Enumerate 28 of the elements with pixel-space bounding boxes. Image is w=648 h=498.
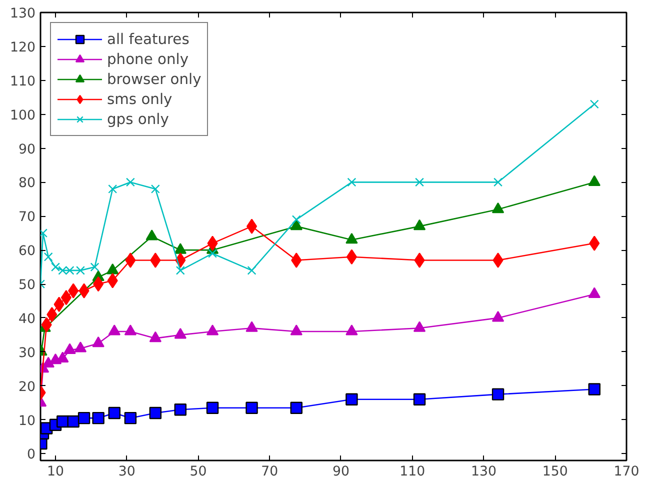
x-tick-label: 130 bbox=[471, 464, 496, 480]
legend-label: all features bbox=[107, 30, 190, 48]
y-tick-label: 80 bbox=[18, 176, 36, 192]
x-tick-label: 70 bbox=[261, 464, 278, 480]
x-tick-label: 150 bbox=[542, 464, 568, 480]
y-tick-label: 130 bbox=[10, 6, 36, 22]
y-tick-label: 110 bbox=[10, 74, 36, 90]
y-tick-label: 60 bbox=[18, 244, 36, 260]
legend-label: gps only bbox=[107, 110, 169, 128]
legend-label: phone only bbox=[107, 50, 189, 68]
y-tick-label: 100 bbox=[10, 108, 36, 124]
x-tick-label: 10 bbox=[47, 464, 64, 480]
x-tick-label: 110 bbox=[400, 464, 426, 480]
y-tick-label: 120 bbox=[10, 40, 36, 56]
y-tick-label: 30 bbox=[18, 346, 36, 361]
y-tick-label: 20 bbox=[18, 380, 36, 395]
x-tick-label: 170 bbox=[614, 464, 640, 480]
y-tick-label: 70 bbox=[18, 210, 36, 226]
x-tick-label: 90 bbox=[332, 464, 350, 480]
y-tick-label: 50 bbox=[18, 278, 36, 294]
x-tick-label: 50 bbox=[190, 464, 207, 480]
legend-label: sms only bbox=[107, 90, 172, 108]
y-tick-label: 10 bbox=[18, 414, 36, 429]
y-tick-label: 0 bbox=[27, 448, 36, 463]
legend-label: browser only bbox=[107, 70, 202, 88]
x-tick-label: 30 bbox=[118, 464, 136, 480]
y-tick-label: 40 bbox=[18, 312, 36, 327]
y-tick-label: 90 bbox=[18, 142, 36, 158]
